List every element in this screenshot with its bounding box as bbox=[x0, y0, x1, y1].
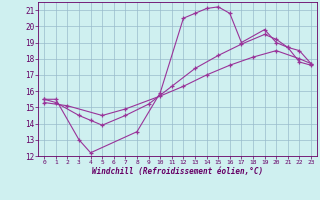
X-axis label: Windchill (Refroidissement éolien,°C): Windchill (Refroidissement éolien,°C) bbox=[92, 167, 263, 176]
